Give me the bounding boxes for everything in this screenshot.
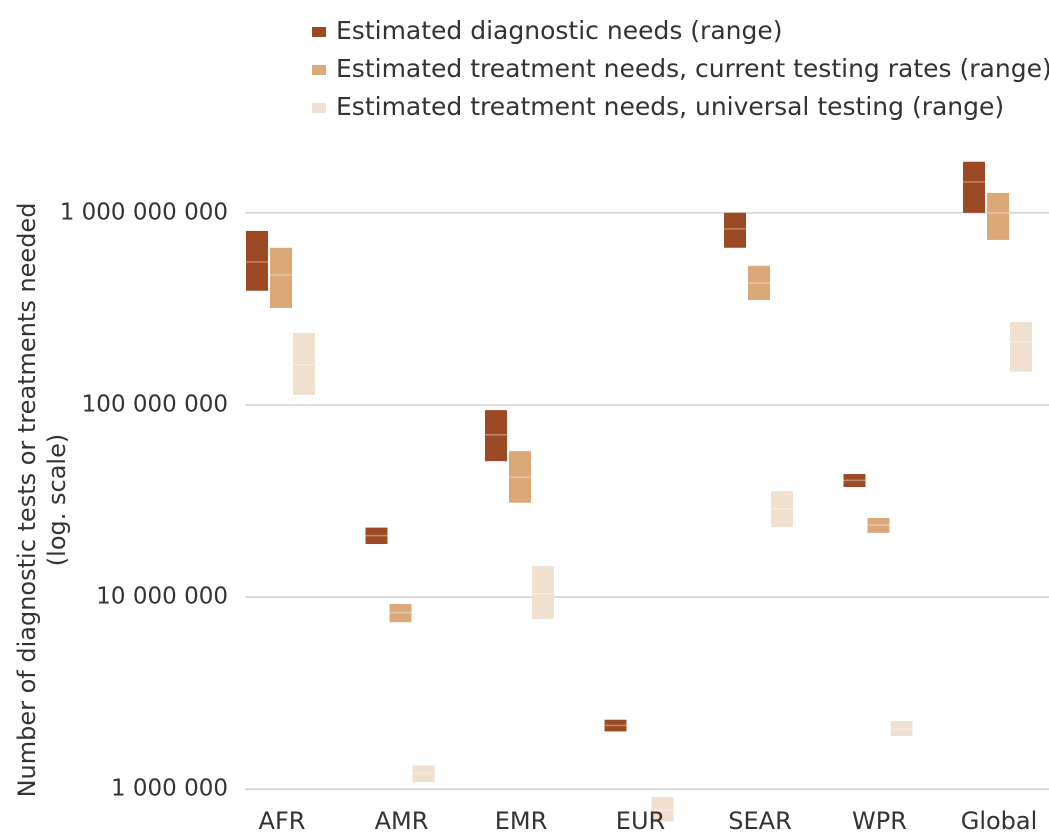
y-tick-label: 10 000 000 bbox=[96, 584, 228, 610]
legend-swatch bbox=[312, 103, 326, 113]
x-tick-label: Global bbox=[961, 807, 1038, 834]
x-tick-label: EMR bbox=[495, 807, 548, 834]
range-bar bbox=[890, 721, 913, 737]
x-tick-label: AFR bbox=[259, 807, 306, 834]
y-axis-label: Number of diagnostic tests or treatments… bbox=[13, 203, 71, 798]
x-tick-label: AMR bbox=[375, 807, 429, 834]
legend-label: Estimated treatment needs, universal tes… bbox=[336, 92, 1004, 121]
range-bar bbox=[365, 527, 388, 544]
legend-swatch bbox=[312, 65, 326, 75]
range-bar bbox=[748, 265, 770, 300]
range-bar bbox=[246, 230, 268, 291]
range-bar bbox=[867, 518, 890, 533]
legend-swatch bbox=[312, 27, 326, 37]
range-bar bbox=[270, 247, 292, 308]
legend-label: Estimated diagnostic needs (range) bbox=[336, 16, 783, 45]
range-bar bbox=[771, 491, 793, 527]
range-bar bbox=[293, 332, 315, 395]
range-bar bbox=[389, 604, 412, 623]
legend-label: Estimated treatment needs, current testi… bbox=[336, 54, 1049, 83]
x-tick-label: SEAR bbox=[728, 807, 792, 834]
x-tick-label: EUR bbox=[616, 807, 665, 834]
range-bar bbox=[1010, 322, 1032, 372]
range-bar bbox=[485, 410, 507, 462]
range-bar bbox=[843, 474, 866, 488]
range-bar bbox=[963, 161, 985, 213]
range-bar bbox=[724, 212, 746, 248]
range-bar bbox=[509, 451, 531, 503]
range-bar bbox=[651, 797, 674, 822]
x-tick-label: WPR bbox=[852, 807, 907, 834]
y-tick-label: 1 000 000 000 bbox=[60, 199, 228, 225]
y-label-line: Number of diagnostic tests or treatments… bbox=[13, 203, 41, 798]
range-bar bbox=[987, 192, 1009, 240]
y-tick-label: 1 000 000 bbox=[111, 776, 228, 802]
y-tick-label: 100 000 000 bbox=[82, 391, 228, 417]
range-bar bbox=[412, 765, 435, 783]
y-label-line: (log. scale) bbox=[43, 434, 71, 566]
range-bar bbox=[532, 566, 554, 619]
range-bar bbox=[604, 719, 627, 732]
